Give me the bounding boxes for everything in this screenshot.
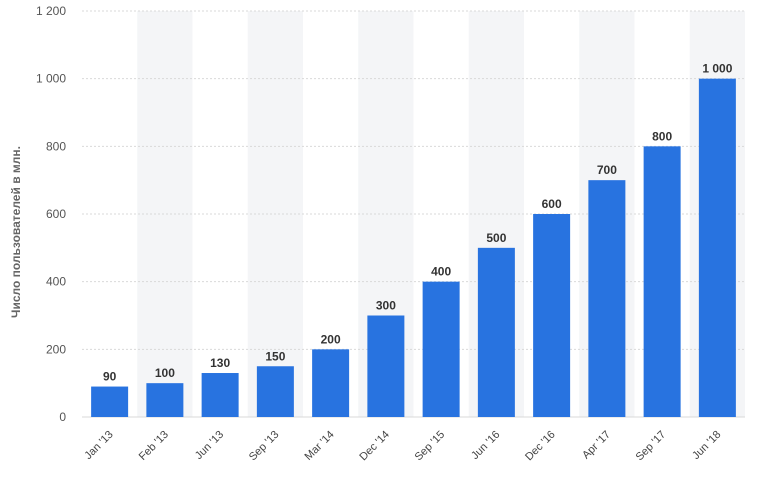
y-axis-title: Число пользователей в млн. bbox=[9, 146, 23, 318]
x-tick-label: Sep '17 bbox=[634, 429, 669, 464]
x-tick-label: Sep '15 bbox=[413, 429, 448, 464]
bar bbox=[698, 78, 736, 418]
bar bbox=[643, 146, 681, 418]
data-label: 130 bbox=[210, 356, 230, 370]
x-tick-label: Jan '13 bbox=[82, 429, 115, 462]
bar bbox=[146, 383, 184, 417]
bar bbox=[477, 247, 515, 417]
y-tick-label: 600 bbox=[46, 207, 66, 221]
bar bbox=[312, 349, 350, 417]
data-label: 1 000 bbox=[702, 62, 732, 76]
bars bbox=[91, 78, 736, 418]
data-label: 700 bbox=[597, 163, 617, 177]
y-tick-label: 800 bbox=[46, 139, 66, 153]
data-label: 600 bbox=[542, 197, 562, 211]
bar bbox=[422, 281, 460, 417]
y-axis-ticks: 0 200 400 600 800 1 000 1 200 bbox=[36, 4, 66, 424]
y-tick-label: 400 bbox=[46, 275, 66, 289]
bar bbox=[533, 214, 571, 417]
y-tick-label: 200 bbox=[46, 342, 66, 356]
x-tick-label: Apr '17 bbox=[580, 429, 613, 462]
bar bbox=[201, 373, 239, 417]
y-tick-label: 0 bbox=[59, 410, 66, 424]
bar bbox=[256, 366, 294, 417]
data-label: 150 bbox=[265, 349, 285, 363]
x-tick-label: Dec '14 bbox=[357, 429, 392, 464]
x-tick-label: Jun '13 bbox=[193, 429, 226, 462]
data-label: 300 bbox=[376, 299, 396, 313]
x-tick-label: Feb '13 bbox=[137, 429, 171, 463]
x-tick-label: Dec '16 bbox=[523, 429, 558, 464]
data-label: 90 bbox=[103, 370, 117, 384]
x-tick-label: Mar '14 bbox=[303, 429, 337, 463]
bar bbox=[367, 315, 405, 417]
y-tick-label: 1 000 bbox=[36, 72, 66, 86]
bar bbox=[91, 386, 129, 417]
x-tick-label: Jun '18 bbox=[690, 429, 723, 462]
bar bbox=[588, 180, 626, 417]
data-label: 800 bbox=[652, 129, 672, 143]
gridlines bbox=[82, 10, 745, 418]
x-tick-label: Jun '16 bbox=[469, 429, 502, 462]
y-tick-label: 1 200 bbox=[36, 4, 66, 18]
data-label: 500 bbox=[486, 231, 506, 245]
data-label: 100 bbox=[155, 366, 175, 380]
data-label: 200 bbox=[321, 332, 341, 346]
data-labels: 90 100 130 150 200 300 400 500 600 700 800 1 000 bbox=[103, 62, 733, 384]
x-axis-ticks: Jan '13 Feb '13 Jun '13 Sep '13 Mar '14 Dec '… bbox=[82, 429, 723, 464]
data-label: 400 bbox=[431, 265, 451, 279]
x-tick-label: Sep '13 bbox=[247, 429, 282, 464]
column-band bbox=[137, 11, 193, 417]
